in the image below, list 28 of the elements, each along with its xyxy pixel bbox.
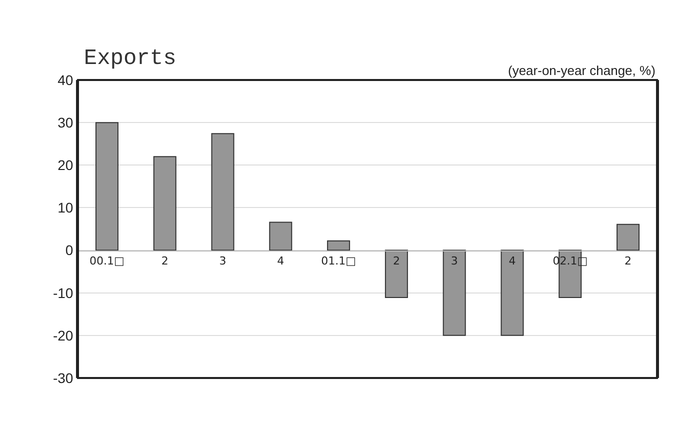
x-tick-label: 4 — [277, 254, 284, 268]
y-tick-label: 0 — [65, 242, 74, 258]
x-tick-label: 4 — [508, 254, 516, 268]
bar — [500, 250, 524, 336]
bar — [327, 240, 350, 251]
bar — [442, 250, 466, 336]
y-tick-label: -30 — [52, 370, 74, 386]
y-tick-label: 10 — [58, 200, 74, 216]
bar — [269, 222, 292, 251]
x-tick-label: 2 — [624, 254, 632, 268]
y-axis-title: (year-on-year change, %) — [508, 63, 656, 78]
y-tick-label: 20 — [58, 157, 74, 174]
x-tick-label: 2 — [161, 254, 168, 268]
bar — [384, 250, 408, 298]
x-tick-label: 00.1□ — [90, 254, 124, 268]
x-tick-label: 2 — [392, 254, 400, 268]
x-tick-label: 3 — [450, 254, 458, 268]
x-tick-label: 3 — [219, 254, 226, 268]
y-tick-label: 40 — [58, 72, 74, 88]
y-tick-label: 30 — [58, 114, 74, 130]
chart-title: Exports — [84, 46, 176, 72]
y-tick-label: -20 — [52, 327, 74, 344]
bar — [211, 133, 234, 251]
y-tick-label: -10 — [52, 284, 74, 301]
bar — [95, 122, 118, 251]
x-tick-label: 01.1□ — [321, 254, 356, 268]
bar — [616, 224, 640, 251]
bar — [153, 156, 176, 251]
